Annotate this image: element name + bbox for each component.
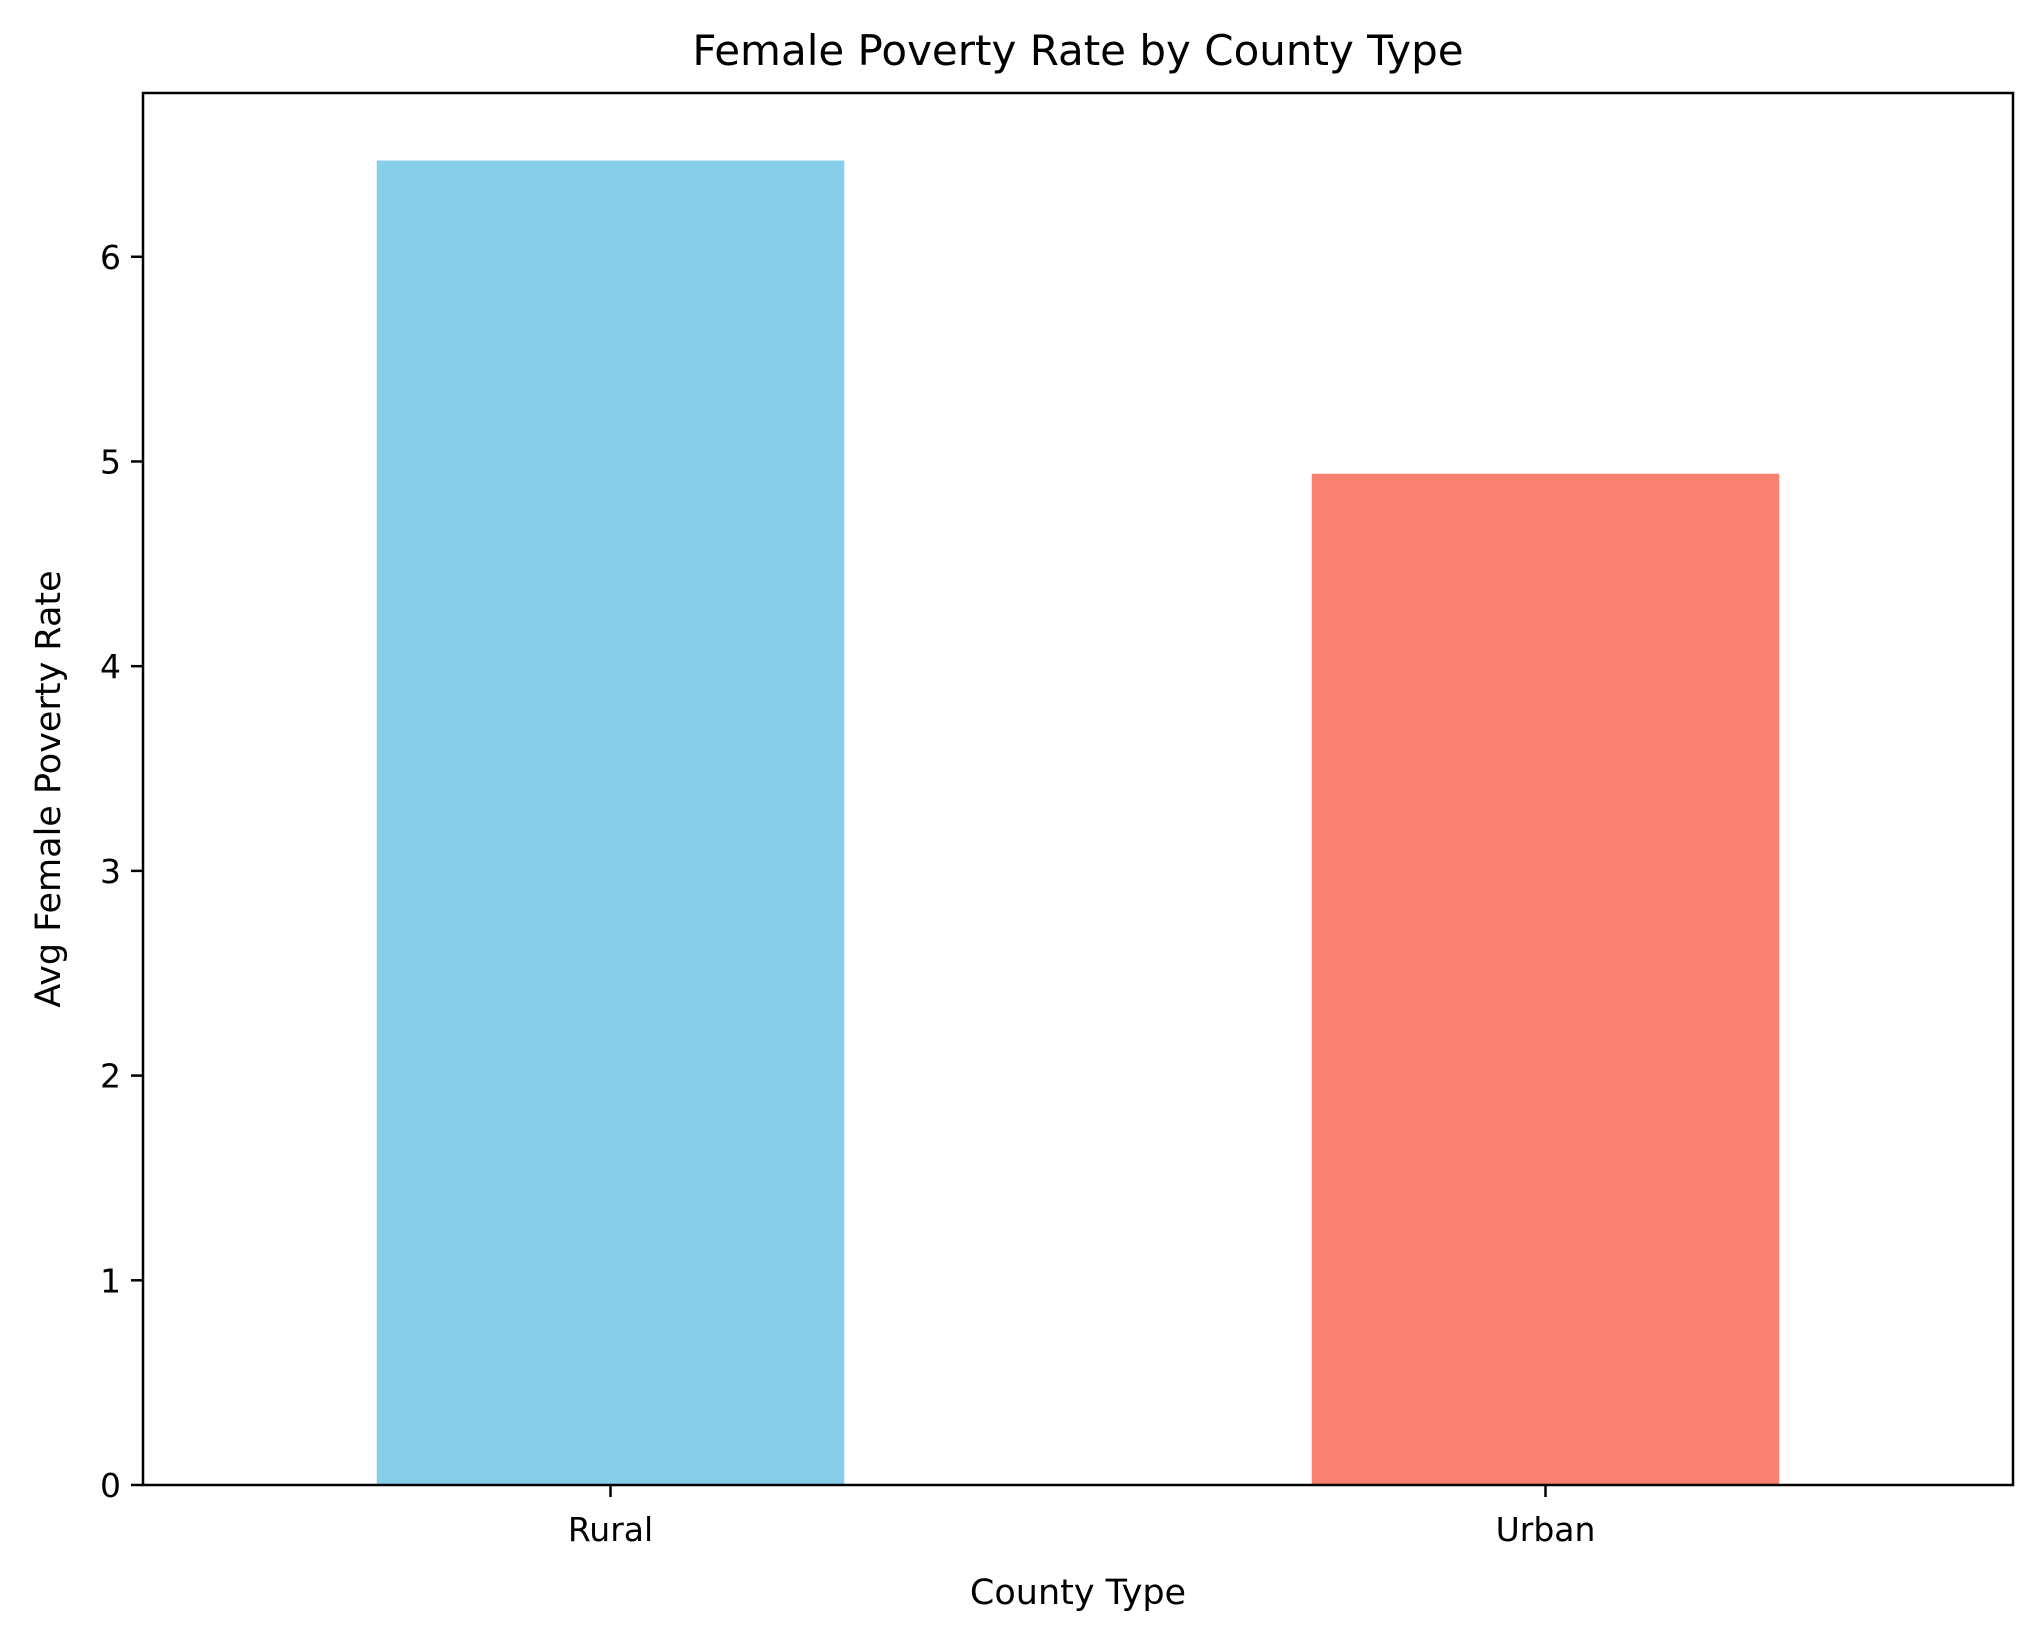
bar-rural — [376, 160, 845, 1485]
bar-urban — [1311, 473, 1780, 1485]
y-axis-ticks: 0 1 2 3 4 5 6 — [100, 238, 143, 1505]
y-tick-label: 4 — [100, 647, 121, 686]
y-tick-label: 1 — [100, 1261, 121, 1300]
bars-group — [376, 160, 1780, 1485]
x-axis-label: County Type — [970, 1573, 1186, 1613]
chart-title: Female Poverty Rate by County Type — [692, 26, 1463, 75]
y-tick-label: 0 — [100, 1466, 121, 1505]
x-tick-label-urban: Urban — [1496, 1510, 1596, 1549]
y-axis-label: Avg Female Poverty Rate — [29, 570, 69, 1007]
y-tick-label: 5 — [100, 442, 121, 481]
y-tick-label: 2 — [100, 1057, 121, 1096]
y-tick-label: 3 — [100, 852, 121, 891]
x-axis-ticks: Rural Urban — [568, 1485, 1596, 1549]
plot-frame — [141, 91, 2015, 1487]
x-tick-label-rural: Rural — [568, 1510, 653, 1549]
y-tick-label: 6 — [100, 238, 121, 277]
